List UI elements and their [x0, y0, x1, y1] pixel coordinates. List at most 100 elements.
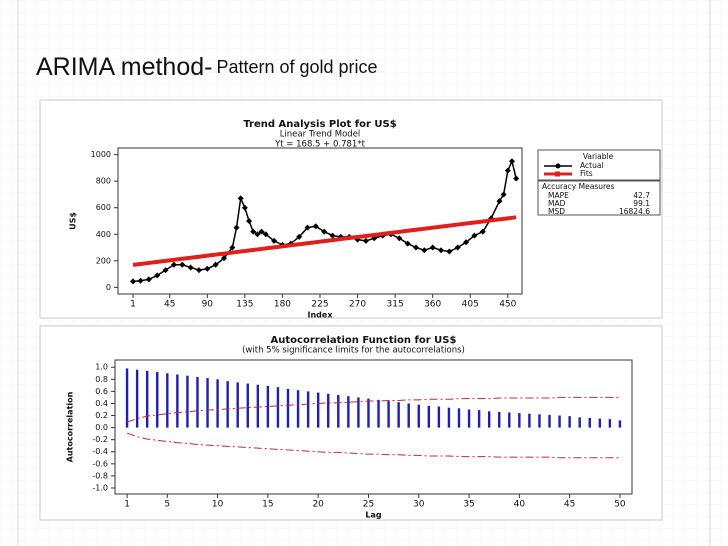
acf-bar	[578, 417, 581, 428]
actual-marker	[130, 278, 137, 285]
y-tick-label: 1000	[91, 150, 111, 159]
actual-marker	[195, 267, 202, 274]
y-tick-label: 0.8	[95, 375, 108, 384]
acf-bar	[618, 420, 622, 428]
legend-label: Fits	[580, 169, 593, 178]
significance-limit	[126, 432, 620, 459]
x-tick-label: 35	[463, 500, 474, 510]
acf-bar	[457, 408, 461, 428]
x-tick-label: 50	[614, 500, 626, 510]
acf-bar	[518, 413, 521, 428]
x-tick-label: 5	[164, 500, 170, 510]
acf-bar	[246, 383, 249, 428]
acf-bar	[528, 413, 531, 428]
acf-bar	[548, 414, 551, 428]
acf-bar	[166, 373, 169, 428]
acf-bar	[437, 406, 441, 428]
x-tick-label: 25	[363, 500, 374, 510]
actual-marker	[212, 261, 219, 268]
acf-bar	[608, 419, 612, 428]
acf-bar	[256, 384, 260, 428]
legend-label: Actual	[580, 161, 604, 170]
actual-marker	[233, 224, 240, 231]
actual-marker	[454, 244, 461, 251]
actual-marker	[429, 244, 436, 251]
legend-marker	[555, 171, 560, 177]
acf-bar	[377, 399, 380, 428]
actual-marker	[396, 235, 403, 242]
acf-bar	[498, 411, 501, 428]
acf-bar	[487, 411, 491, 428]
acf-bar	[316, 392, 320, 428]
actual-marker	[296, 233, 303, 240]
actual-marker	[496, 198, 503, 205]
acf-bar	[286, 388, 290, 428]
accuracy-name: MAD	[548, 199, 566, 208]
actual-marker	[254, 231, 261, 238]
y-tick-label: 400	[96, 230, 111, 239]
y-tick-label: 0.4	[95, 399, 108, 408]
x-axis-label: Lag	[365, 511, 381, 520]
x-tick-label: 450	[499, 300, 516, 310]
x-tick-label: 405	[462, 300, 479, 310]
acf-bar	[538, 414, 541, 428]
actual-marker	[412, 244, 419, 251]
actual-marker	[179, 261, 186, 268]
legend-marker	[555, 163, 561, 169]
actual-marker	[479, 228, 486, 235]
x-tick-label: 40	[514, 500, 526, 510]
actual-marker	[271, 237, 278, 244]
y-axis-label: US$	[69, 212, 78, 230]
actual-marker	[421, 247, 428, 254]
acf-bar	[266, 385, 270, 428]
actual-marker	[170, 261, 177, 268]
acf-bar	[156, 372, 159, 428]
actual-marker	[258, 228, 265, 235]
acf-bar	[588, 417, 591, 428]
x-tick-label: 15	[262, 500, 273, 510]
x-tick-label: 225	[311, 300, 328, 310]
acf-bar	[276, 387, 280, 428]
chart-frame	[39, 325, 663, 521]
accuracy-box	[537, 180, 661, 216]
x-tick-label: 90	[202, 300, 214, 310]
plot-area	[114, 359, 633, 495]
acf-bar	[568, 416, 571, 428]
x-tick-label: 315	[387, 300, 404, 310]
actual-marker	[321, 228, 328, 235]
actual-marker	[250, 228, 257, 235]
x-tick-label: 20	[312, 500, 324, 510]
actual-marker	[262, 231, 269, 238]
chart-title: Autocorrelation Function for US$	[271, 335, 457, 346]
accuracy-name: MSD	[548, 207, 565, 216]
acf-bar	[407, 403, 410, 428]
actual-marker	[404, 240, 411, 247]
actual-marker	[137, 277, 144, 284]
acf-bar	[236, 382, 239, 428]
acf-bar	[196, 376, 199, 428]
accuracy-name: MAPE	[548, 191, 569, 200]
y-tick-label: -0.2	[92, 435, 108, 444]
acf-bar	[558, 415, 561, 428]
accuracy-value: 16824.6	[619, 207, 650, 216]
acf-bar	[347, 396, 350, 428]
acf-bar	[206, 378, 209, 428]
acf-bar	[125, 368, 129, 428]
x-tick-label: 45	[164, 300, 175, 310]
y-tick-label: -0.6	[92, 459, 108, 468]
x-tick-label: 10	[212, 500, 224, 510]
acf-bar	[296, 390, 300, 428]
actual-marker	[508, 158, 515, 165]
x-tick-label: 1	[124, 500, 130, 510]
actual-marker	[446, 248, 453, 255]
actual-marker	[229, 244, 236, 251]
x-tick-label: 30	[413, 500, 425, 510]
chart-subtitle: (with 5% significance limits for the aut…	[242, 346, 465, 356]
x-tick-label: 135	[236, 300, 253, 310]
acf-bar	[477, 410, 481, 428]
actual-marker	[246, 218, 253, 224]
y-tick-label: -0.8	[92, 471, 108, 480]
actual-marker	[162, 267, 169, 274]
actual-marker	[237, 195, 244, 202]
actual-marker	[187, 264, 194, 271]
